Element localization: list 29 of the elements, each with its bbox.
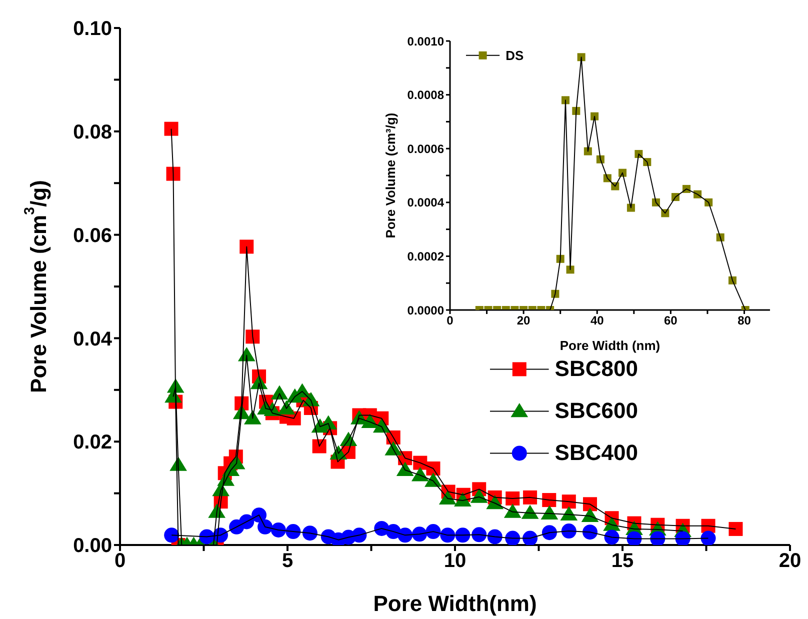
y-tick-label: 0.02: [73, 432, 112, 454]
y-tick-label: 0.00: [73, 535, 112, 558]
x-tick-label: 0: [114, 550, 126, 572]
y-tick-label: 0.0002: [407, 249, 444, 264]
legend-label: SBC800: [554, 356, 638, 382]
x-axis-title: Pore Width(nm): [373, 591, 537, 616]
y-tick-label: 0.0010: [407, 34, 444, 48]
legend-label: SBC400: [554, 440, 638, 466]
x-tick-label: 60: [664, 314, 678, 328]
y-tick-label: 0.06: [73, 224, 112, 247]
x-tick-label: 80: [738, 314, 752, 328]
x-tick-label: 15: [611, 550, 634, 572]
x-tick-label: 40: [590, 314, 604, 328]
x-tick-label: 20: [516, 314, 531, 328]
x-tick-label: 10: [444, 550, 466, 572]
y-tick-label: 0.0004: [407, 196, 444, 210]
legend-label: DS: [506, 48, 524, 63]
y-tick-label: 0.0006: [407, 142, 444, 156]
y-tick-label: 0.04: [73, 328, 113, 350]
x-tick-label: 20: [778, 550, 802, 572]
x-axis-title: Pore Width (nm): [560, 338, 660, 353]
y-tick-label: 0.0000: [407, 303, 444, 318]
y-tick-label: 0.0008: [407, 88, 444, 102]
y-tick-label: 0.10: [73, 18, 112, 40]
y-tick-label: 0.08: [73, 122, 112, 144]
y-axis-title: Pore Volume (cm³/g): [382, 112, 398, 238]
legend-label: SBC600: [554, 398, 638, 424]
x-tick-label: 5: [282, 550, 294, 572]
x-tick-label: 0: [446, 314, 454, 328]
